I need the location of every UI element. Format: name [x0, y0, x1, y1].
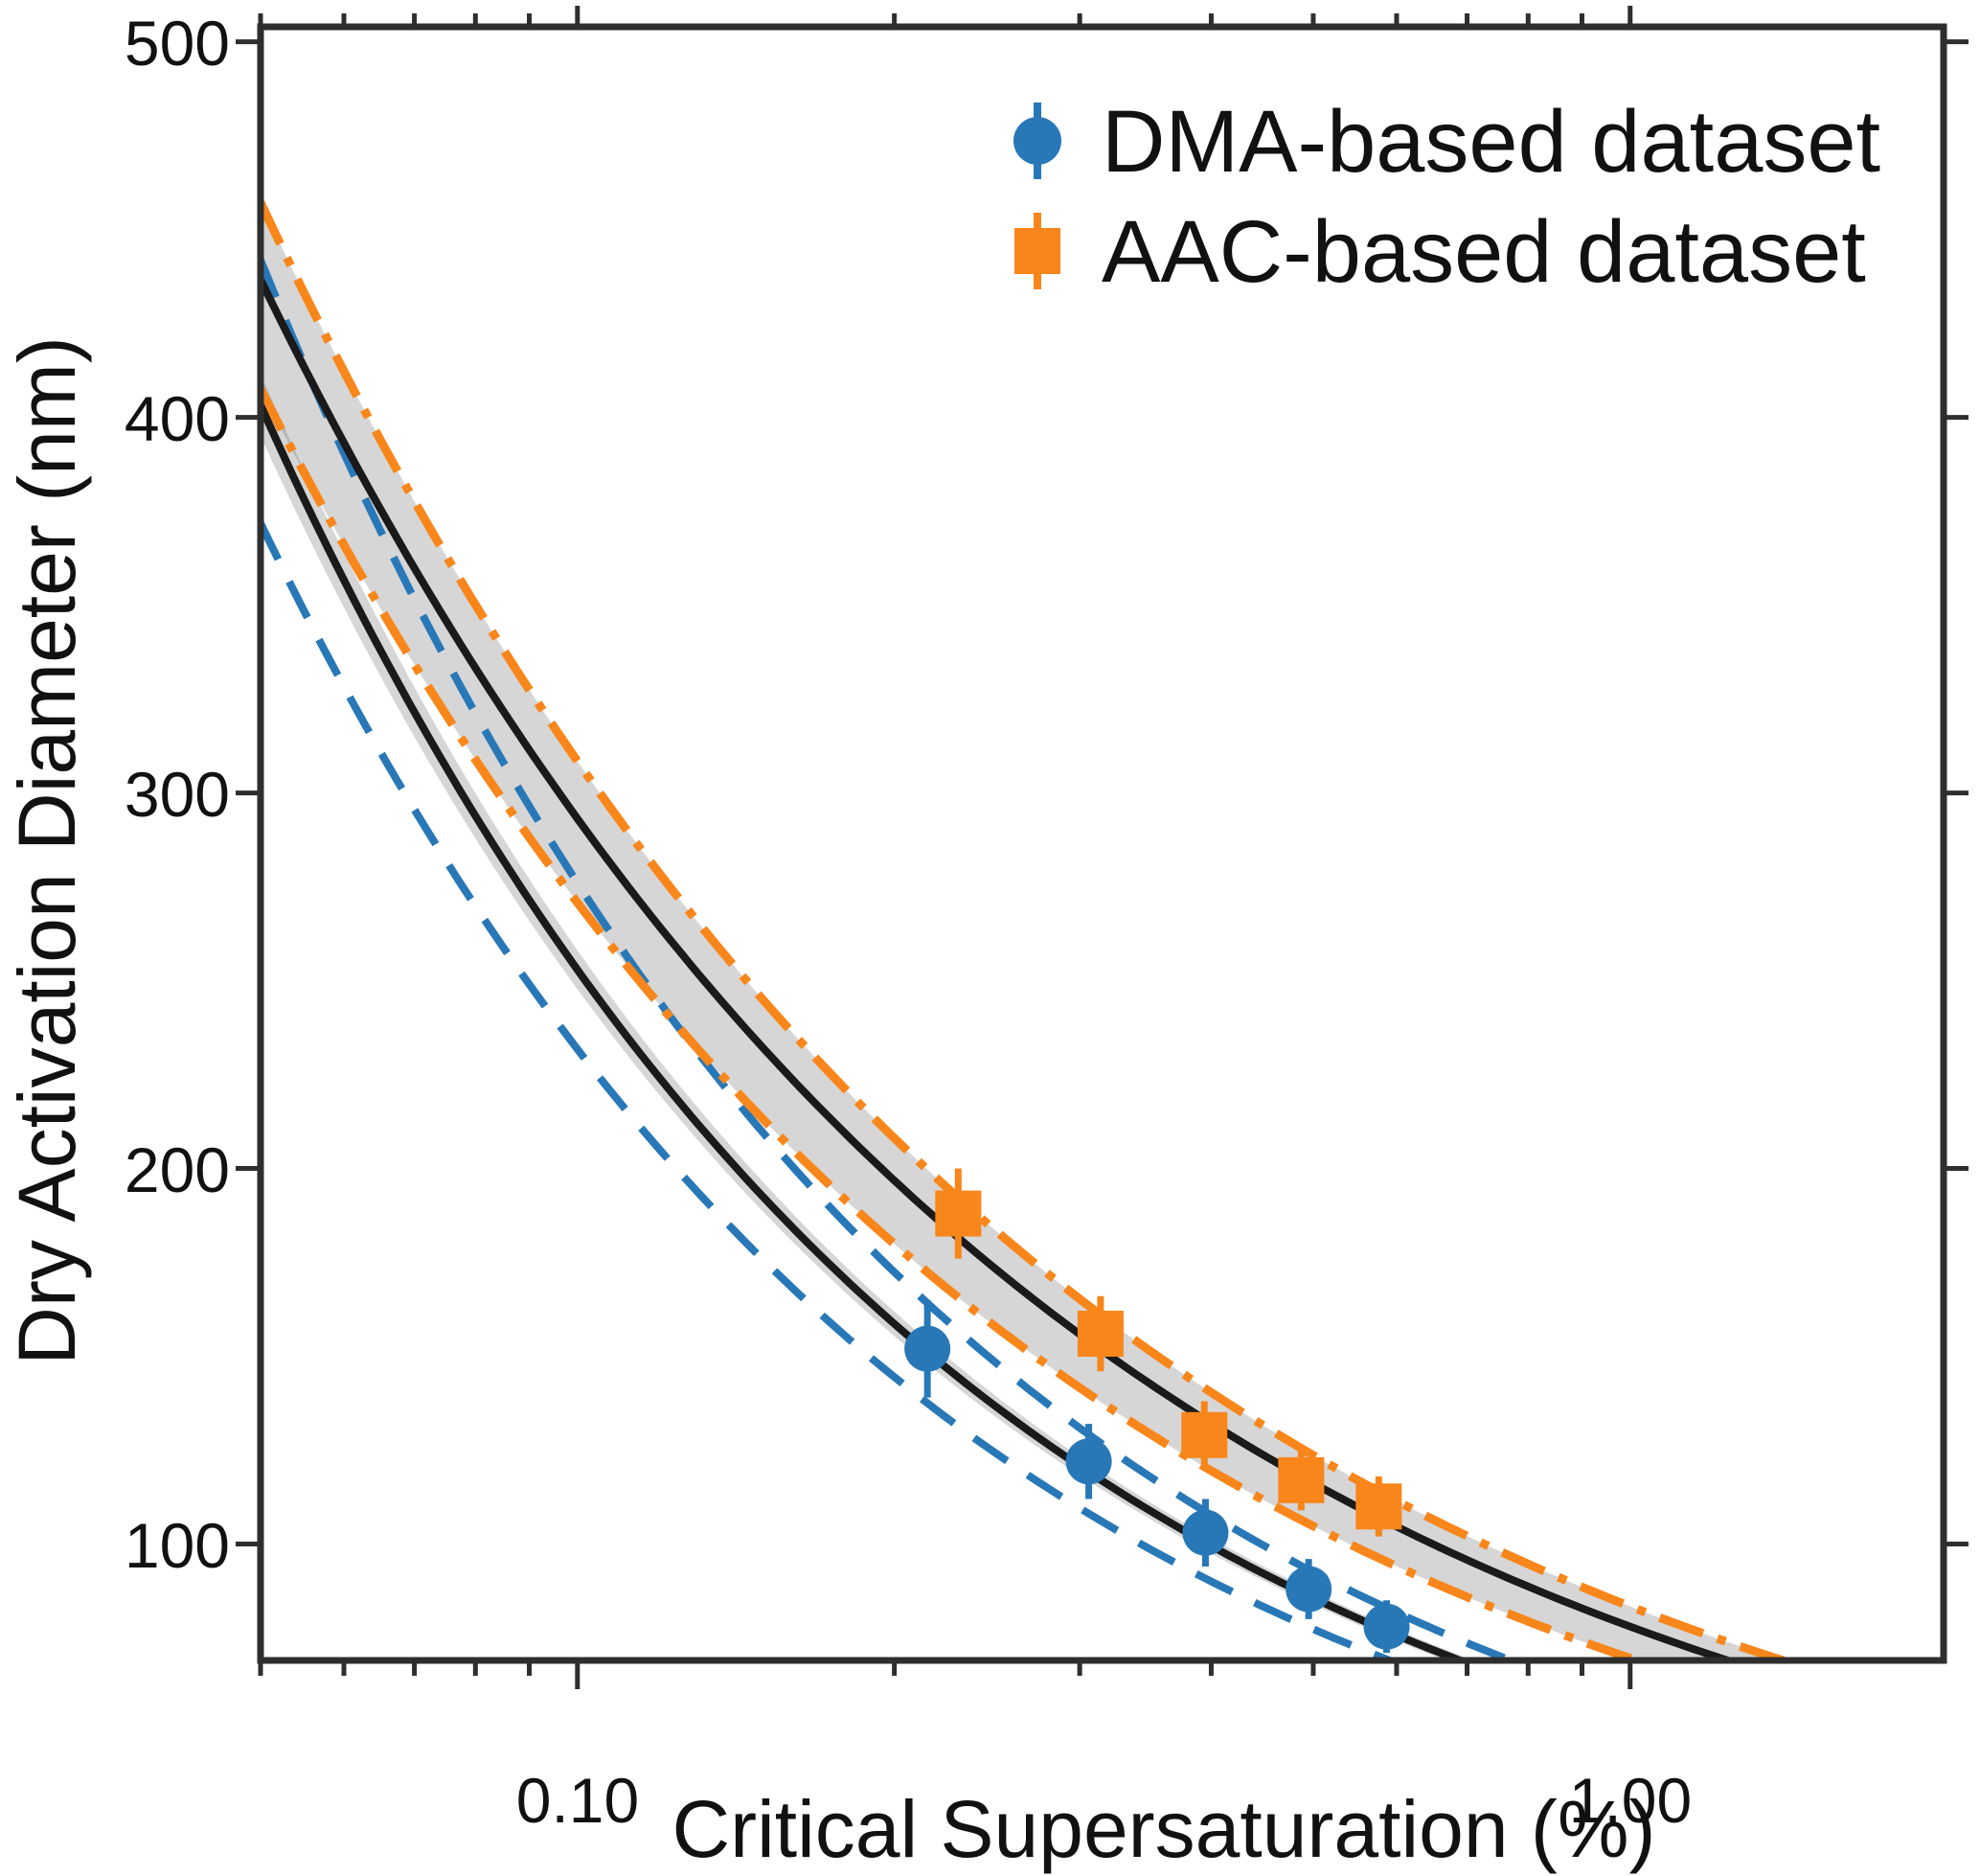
dma-upper-bound-curve [261, 258, 1522, 1660]
aac-data-point-1 [1077, 1311, 1124, 1357]
dma-data-point-4 [1363, 1603, 1410, 1650]
dma-data-point-0 [904, 1325, 951, 1372]
legend: DMA-based dataset AAC-based dataset [1013, 93, 1880, 301]
dma-best-fit-curve [261, 403, 1471, 1660]
y-axis-label: Dry Activation Diameter (nm) [2, 336, 92, 1365]
x-tick-label-1.00: 1.00 [1569, 1765, 1692, 1836]
legend-aac-label: AAC-based dataset [1102, 203, 1866, 301]
aac-confidence-band [261, 202, 1784, 1660]
y-tick-label-500: 500 [125, 8, 230, 79]
aac-data-point-4 [1355, 1483, 1402, 1530]
y-tick-label-400: 400 [125, 383, 230, 454]
aac-best-fit-curve [261, 278, 1741, 1660]
legend-dma-label: DMA-based dataset [1102, 93, 1880, 191]
dma-data-point-1 [1065, 1438, 1112, 1485]
dma-lower-bound-curve [261, 521, 1400, 1660]
dma-confidence-band [261, 374, 1474, 1660]
y-tick-label-300: 300 [125, 759, 230, 830]
x-tick-label-0.10: 0.10 [516, 1765, 639, 1836]
aac-lower-bound-curve [261, 386, 1651, 1660]
legend-item-dma: DMA-based dataset [1013, 93, 1880, 191]
legend-aac-square-marker [1014, 228, 1060, 274]
plot-area [236, 6, 1969, 1689]
dma-data-point-3 [1286, 1566, 1332, 1613]
dma-data-point-2 [1182, 1509, 1229, 1556]
legend-item-aac: AAC-based dataset [1014, 203, 1866, 301]
y-tick-label-200: 200 [125, 1134, 230, 1205]
y-tick-label-100: 100 [125, 1510, 230, 1581]
aac-data-point-3 [1278, 1456, 1325, 1503]
plot-border [257, 23, 1947, 1664]
aac-data-point-0 [935, 1190, 982, 1237]
aac-data-point-2 [1181, 1411, 1228, 1458]
x-axis-label: Critical Supersaturation (%) [671, 1784, 1655, 1874]
legend-dma-circle-marker [1013, 117, 1061, 165]
